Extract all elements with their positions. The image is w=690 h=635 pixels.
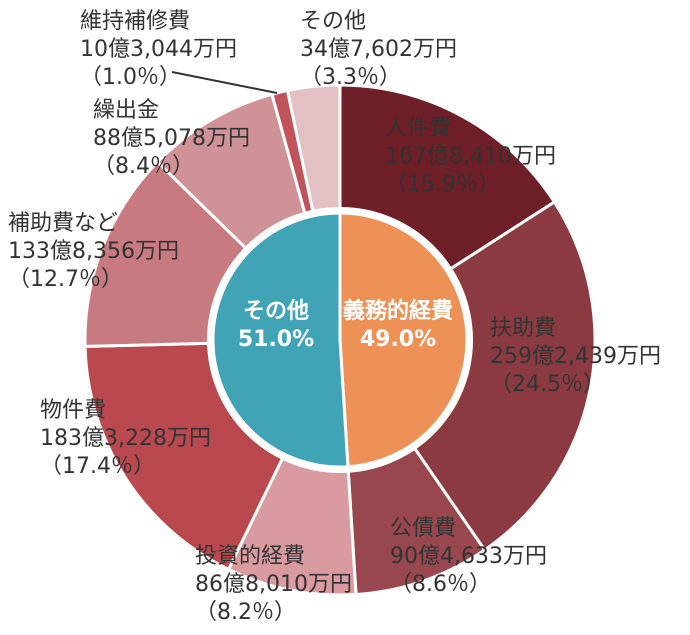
outer-label-5-line: （12.7％） (8, 267, 123, 292)
outer-label-1-line: （24.5％） (490, 372, 605, 397)
outer-label-6-line: （8.4％） (93, 154, 194, 179)
outer-label-2-line: 公債費 (390, 516, 456, 541)
outer-label-8-line: （3.3％） (300, 65, 401, 90)
slice-labels: 人件費 167億8,410万円 （15.9％） 扶助費 259億2,439万円 （24.5… (8, 9, 661, 625)
outer-label-2-line: 90億4,633万円 (390, 544, 547, 569)
inner-label-0: 義務的経費 49.0% (343, 298, 453, 352)
outer-label-8-line: 34億7,602万円 (300, 37, 457, 62)
inner-slice-1 (211, 211, 350, 469)
outer-label-0-line: （15.9％） (385, 172, 500, 197)
outer-label-3-line: 投資的経費 (195, 544, 305, 569)
outer-label-0-line: 人件費 (385, 116, 451, 141)
outer-label-7-line: （1.0％） (80, 65, 181, 90)
outer-label-6: 繰出金 88億5,078万円 （8.4％） (93, 98, 250, 179)
leader-line (171, 71, 278, 94)
outer-label-3-line: （8.2％） (195, 600, 296, 625)
outer-label-4: 物件費 183億3,228万円 （17.4％） (40, 398, 211, 479)
outer-label-4-line: 物件費 (40, 398, 106, 423)
outer-label-2: 公債費 90億4,633万円 （8.6％） (390, 516, 547, 597)
outer-label-4-line: 183億3,228万円 (40, 426, 211, 451)
outer-label-7-line: 維持補修費 (80, 9, 190, 34)
inner-label-1-line: その他 (243, 299, 309, 324)
outer-label-2-line: （8.6％） (390, 572, 491, 597)
inner-label-0-line: 49.0% (360, 327, 436, 352)
outer-label-0: 人件費 167億8,410万円 （15.9％） (385, 116, 556, 197)
outer-label-5: 補助費など 133億8,356万円 （12.7％） (8, 211, 179, 292)
outer-label-3: 投資的経費 86億8,010万円 （8.2％） (195, 544, 352, 625)
inner-label-1: その他 51.0% (238, 299, 314, 352)
outer-label-8-line: その他 (300, 9, 366, 34)
outer-label-1-line: 扶助費 (490, 316, 556, 341)
outer-label-1-line: 259億2,439万円 (490, 344, 661, 369)
outer-label-1: 扶助費 259億2,439万円 （24.5％） (490, 316, 661, 397)
inner-pie (207, 207, 473, 473)
inner-label-0-line: 義務的経費 (343, 298, 453, 324)
outer-label-3-line: 86億8,010万円 (195, 572, 352, 597)
outer-label-7-line: 10億3,044万円 (80, 37, 237, 62)
outer-label-8: その他 34億7,602万円 （3.3％） (300, 9, 457, 90)
outer-label-4-line: （17.4％） (40, 454, 155, 479)
outer-label-5-line: 補助費など (8, 211, 118, 236)
outer-label-0-line: 167億8,410万円 (385, 144, 556, 169)
outer-label-7: 維持補修費 10億3,044万円 （1.0％） (80, 9, 237, 90)
outer-label-6-line: 88億5,078万円 (93, 126, 250, 151)
inner-slice-0 (338, 211, 469, 469)
outer-label-6-line: 繰出金 (93, 98, 159, 123)
outer-label-5-line: 133億8,356万円 (8, 239, 179, 264)
inner-label-1-line: 51.0% (238, 327, 314, 352)
